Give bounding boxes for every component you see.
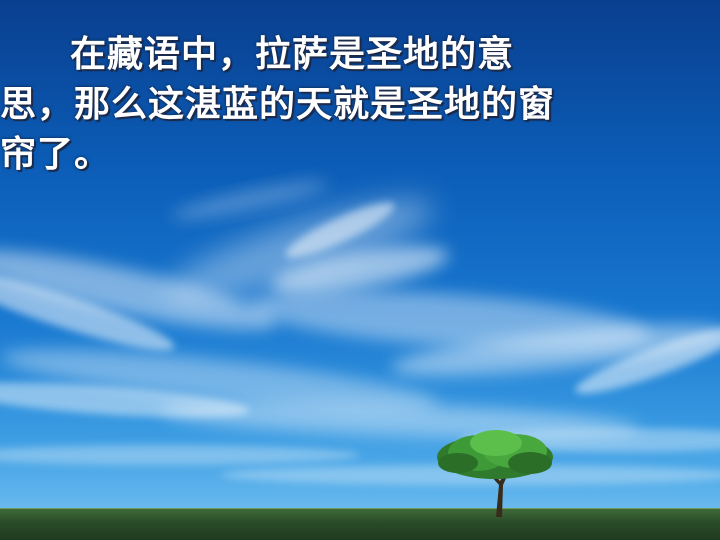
cloud-wisp [0, 445, 360, 465]
cloud-wisp [1, 349, 439, 411]
tree-canopy [438, 453, 478, 473]
cloud-wisp [285, 202, 395, 258]
caption-line-2: 思，那么这湛蓝的天就是圣地的窗 [0, 84, 556, 125]
tree-trunk [490, 471, 509, 517]
cloud-wisp [160, 401, 640, 439]
cloud-wisp [390, 324, 720, 376]
caption-line-3: 帘了。 [0, 134, 112, 175]
cloud-wisp [0, 269, 175, 351]
tree-canopy [508, 452, 552, 474]
tree-canopy [470, 430, 522, 456]
cloud-wisp [271, 246, 449, 294]
grassland [0, 508, 720, 540]
cloud-wisp [171, 180, 329, 220]
slide-caption: 在藏语中，拉萨是圣地的意 思，那么这湛蓝的天就是圣地的窗 帘了。 [0, 30, 720, 180]
caption-line-1: 在藏语中，拉萨是圣地的意 [70, 34, 515, 75]
cloud-wisp [0, 250, 277, 330]
lone-tree [437, 430, 553, 517]
cloud-wisp [575, 326, 720, 394]
